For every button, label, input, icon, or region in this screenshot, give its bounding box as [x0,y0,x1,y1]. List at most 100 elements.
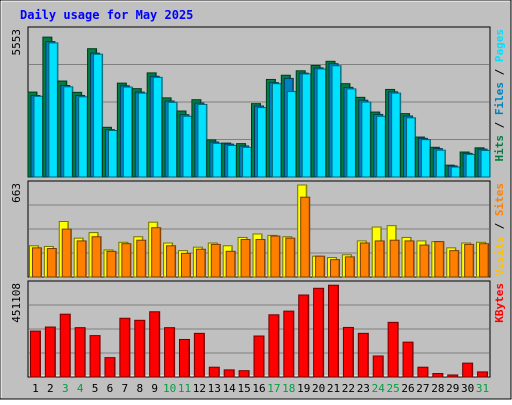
day-label-11: 11 [178,382,191,395]
bar-sites-day-13 [210,243,221,278]
bar-sites-day-27 [419,244,430,278]
bar-sites-day-3 [61,228,72,278]
bar-sites-day-9 [151,227,162,278]
day-label-8: 8 [136,382,143,395]
bar-kbytes-day-3 [59,313,71,378]
legend-mid: Visits / Sites [493,183,506,276]
bar-kbytes-day-4 [74,327,86,378]
bar-sites-day-17 [270,235,281,278]
bar-pages-day-22 [346,88,357,178]
bar-kbytes-day-2 [44,326,56,378]
bar-sites-day-31 [479,243,490,278]
panel-top: 5553 Hits / Files / Pages [10,26,506,178]
bar-kbytes-day-22 [342,326,354,378]
bar-sites-day-12 [195,248,206,278]
bar-sites-day-16 [255,239,266,278]
legend-text-mid-2: Sites [493,183,506,216]
legend-text-top-0: Hits [493,135,506,162]
bar-kbytes-day-17 [268,314,280,378]
bar-pages-day-12 [197,103,208,178]
bar-kbytes-day-23 [357,332,369,378]
y-max-label-top: 5553 [10,29,23,56]
day-label-16: 16 [252,382,265,395]
bar-kbytes-day-11 [178,338,190,378]
bar-pages-day-6 [107,129,118,178]
day-label-31: 31 [476,382,489,395]
bar-kbytes-day-27 [417,366,429,378]
bar-sites-day-7 [121,243,132,278]
bar-pages-day-21 [331,65,342,178]
day-label-2: 2 [47,382,54,395]
bar-pages-day-14 [227,144,238,178]
bar-kbytes-day-29 [447,374,459,378]
day-label-29: 29 [446,382,459,395]
bar-sites-day-5 [91,236,102,278]
bar-sites-day-8 [136,239,147,278]
bar-sites-day-1 [31,247,42,278]
bar-pages-day-8 [137,92,148,178]
legend-text-mid-1: / [493,216,506,236]
bar-kbytes-day-28 [432,373,444,378]
day-labels: 1 2 3 4 5 6 7 8 9 10 11 12 13 14 15 16 17 18 19 20 21 22 23 24 2… [32,382,489,395]
bar-pages-day-4 [78,96,89,178]
bar-kbytes-day-18 [283,310,295,378]
bar-kbytes-day-5 [89,335,101,378]
bar-pages-day-5 [93,53,104,178]
bar-kbytes-day-19 [298,294,310,378]
bar-pages-day-24 [376,115,387,178]
chart-title: Daily usage for May 2025 [20,8,193,22]
bar-sites-day-2 [46,248,57,278]
bar-kbytes-day-12 [193,332,205,378]
day-label-17: 17 [267,382,280,395]
bar-sites-day-30 [464,243,475,278]
bar-sites-day-4 [76,240,87,278]
bar-pages-day-26 [406,117,417,178]
bar-sites-day-29 [449,250,460,278]
bar-pages-day-7 [122,86,133,178]
day-label-15: 15 [237,382,250,395]
day-label-21: 21 [327,382,340,395]
legend-text-bot-0: KBytes [493,283,506,323]
bar-sites-day-14 [225,250,236,278]
day-label-19: 19 [297,382,310,395]
day-label-18: 18 [282,382,295,395]
bar-kbytes-day-7 [119,317,131,378]
day-label-9: 9 [151,382,158,395]
legend-top: Hits / Files / Pages [493,29,506,162]
bar-kbytes-day-14 [223,369,235,378]
bar-kbytes-day-6 [104,357,116,378]
bar-sites-day-23 [359,242,370,278]
day-label-20: 20 [312,382,325,395]
day-label-23: 23 [357,382,370,395]
bar-sites-day-22 [344,256,355,278]
bar-kbytes-day-20 [313,287,325,378]
bar-kbytes-day-13 [208,366,220,378]
day-label-5: 5 [92,382,99,395]
bar-sites-day-24 [374,240,385,278]
bar-pages-day-31 [480,149,491,178]
bar-kbytes-day-26 [402,341,414,378]
bar-pages-day-29 [450,166,461,178]
bar-kbytes-day-25 [387,321,399,378]
legend-text-mid-0: Visits [493,236,506,276]
bar-pages-day-28 [435,149,446,178]
bar-sites-day-28 [434,241,445,278]
day-label-3: 3 [62,382,69,395]
legend-bot: KBytes [493,283,506,323]
bar-sites-day-11 [180,252,191,278]
bar-pages-day-2 [48,42,59,178]
bar-pages-day-30 [465,153,476,178]
bar-sites-day-6 [106,250,117,278]
bar-sites-day-15 [240,239,251,278]
bar-pages-day-15 [242,146,253,178]
bar-sites-day-25 [389,239,400,278]
y-max-label-bot: 451108 [10,283,23,323]
bar-pages-day-18 [286,91,297,178]
panel-bot: 451108 KBytes [10,280,506,378]
day-label-26: 26 [401,382,414,395]
day-label-25: 25 [387,382,400,395]
bar-sites-day-19 [300,196,311,278]
day-label-30: 30 [461,382,474,395]
day-label-28: 28 [431,382,444,395]
